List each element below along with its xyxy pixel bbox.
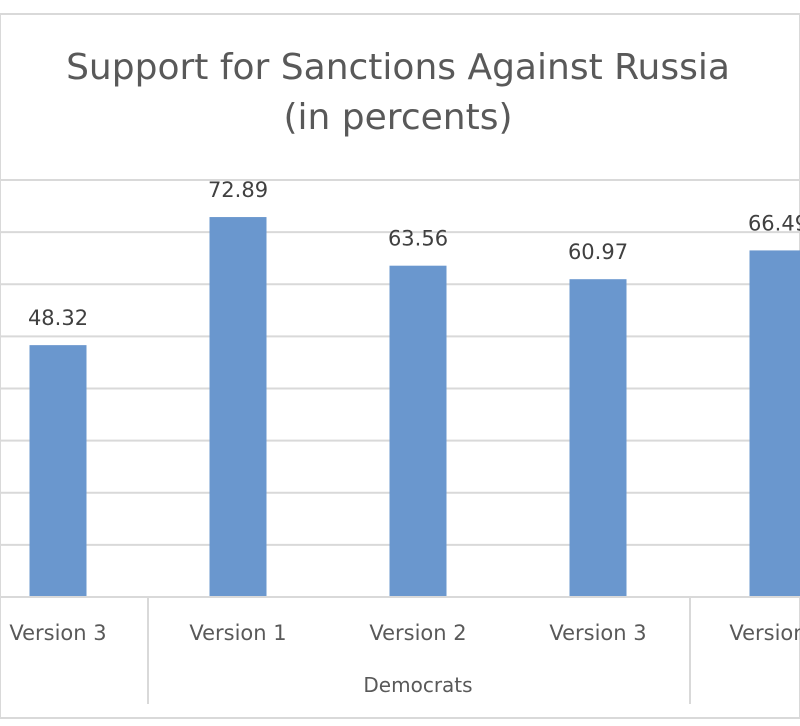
category-axis: Version 3 Version 1 Version 2 Version 3 Vers… bbox=[0, 596, 800, 704]
category-tick-label: Version 3 bbox=[9, 621, 106, 645]
bar bbox=[749, 250, 800, 597]
bar bbox=[569, 279, 627, 597]
data-label: 60.97 bbox=[568, 240, 628, 264]
category-tick-label: Version 1 bbox=[729, 621, 800, 645]
chart-title: Support for Sanctions Against Russia bbox=[66, 47, 730, 88]
data-label: 63.56 bbox=[388, 227, 448, 251]
category-tick-label: Version 1 bbox=[189, 621, 286, 645]
category-tick-label: Version 2 bbox=[369, 621, 466, 645]
data-label: 66.49 bbox=[748, 211, 800, 235]
data-labels: 48.32 72.89 63.56 60.97 66.49 bbox=[28, 178, 800, 330]
chart-subtitle: (in percents) bbox=[284, 97, 513, 138]
bars bbox=[29, 217, 800, 597]
bar bbox=[209, 217, 267, 597]
category-tick-label: Version 3 bbox=[549, 621, 646, 645]
bar bbox=[29, 345, 87, 597]
bar bbox=[389, 265, 447, 597]
group-label: Democrats bbox=[363, 673, 472, 697]
data-label: 48.32 bbox=[28, 306, 88, 330]
data-label: 72.89 bbox=[208, 178, 268, 202]
